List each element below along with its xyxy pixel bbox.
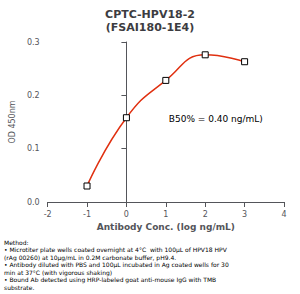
svg-text:B50% = 0.40 ng/mL): B50% = 0.40 ng/mL) [169, 114, 263, 124]
svg-text:Antibody Conc. (log ng/mL): Antibody Conc. (log ng/mL) [97, 222, 235, 232]
svg-text:1: 1 [163, 210, 168, 219]
svg-text:Method:: Method: [4, 239, 29, 246]
svg-text:0.2: 0.2 [27, 91, 40, 100]
svg-text:OD 450nm: OD 450nm [8, 100, 17, 143]
svg-text:(rAg 00260) at 10μg/mL in 0.2M: (rAg 00260) at 10μg/mL in 0.2M carbonate… [4, 253, 177, 261]
svg-text:CPTC-HPV18-2: CPTC-HPV18-2 [105, 8, 195, 21]
svg-text:-1: -1 [83, 210, 91, 219]
svg-text:• Microtiter plate wells coate: • Microtiter plate wells coated overnigh… [4, 246, 227, 254]
svg-text:• Bound Ab detected using HRP-: • Bound Ab detected using HRP-labeled go… [4, 276, 216, 284]
svg-text:-2: -2 [44, 210, 52, 219]
svg-text:substrate.: substrate. [4, 284, 34, 291]
svg-text:3: 3 [242, 210, 247, 219]
svg-text:0.3: 0.3 [27, 38, 40, 47]
svg-text:min at 37°C (with vigorous sha: min at 37°C (with vigorous shaking) [4, 268, 113, 276]
svg-text:0.1: 0.1 [27, 144, 40, 153]
svg-text:0.0: 0.0 [27, 198, 40, 207]
svg-text:• Antibody diluted with PBS an: • Antibody diluted with PBS and 100μL in… [4, 261, 229, 269]
svg-text:0: 0 [124, 210, 129, 219]
svg-text:4: 4 [281, 210, 286, 219]
svg-text:(FSAI180-1E4): (FSAI180-1E4) [106, 21, 194, 34]
svg-text:2: 2 [203, 210, 208, 219]
